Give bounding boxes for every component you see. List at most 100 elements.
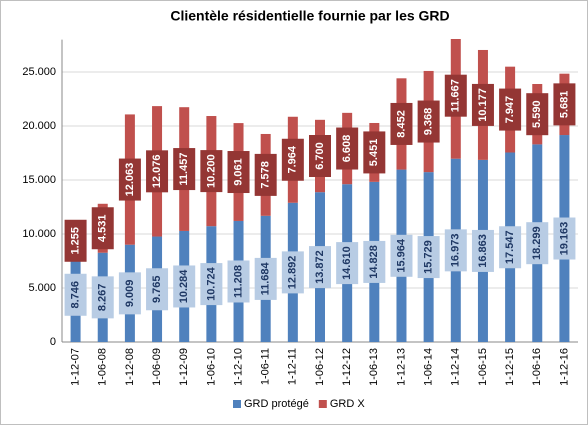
data-label-box [254, 257, 277, 300]
data-label: 19.163 [558, 222, 570, 256]
data-label-box [227, 151, 250, 194]
data-label-box [64, 273, 87, 316]
data-label-box [553, 83, 576, 126]
data-label: 11.667 [450, 79, 462, 112]
data-label-box [499, 226, 522, 269]
x-tick-label: 1-12-13 [395, 348, 407, 386]
data-label-box [336, 127, 359, 170]
data-label: 1.255 [69, 227, 81, 255]
data-label-box [173, 265, 196, 308]
data-label-box [118, 158, 141, 201]
data-label-box [146, 268, 169, 311]
x-tick-label: 1-12-16 [558, 348, 570, 386]
data-label: 12.063 [124, 163, 136, 197]
data-label-box [309, 135, 331, 178]
data-label-box [281, 251, 304, 294]
x-tick-label: 1-06-12 [314, 348, 326, 386]
data-label-box [363, 240, 386, 283]
data-label: 15.729 [423, 240, 435, 274]
x-tick-label: 1-06-10 [205, 348, 217, 386]
legend-swatch [233, 400, 241, 408]
x-tick-label: 1-06-16 [531, 348, 543, 386]
data-label: 16.973 [450, 234, 462, 268]
data-label-box [200, 150, 223, 193]
data-label: 9.009 [124, 280, 136, 308]
y-tick-label: 15.000 [22, 174, 56, 186]
data-label-box [309, 246, 331, 289]
data-labels: 8.746 8.267 9.009 9.765 10.284 10.724 11.208 11… [64, 74, 576, 319]
x-tick-label: 1-06-11 [260, 348, 272, 385]
x-tick-label: 1-12-12 [341, 348, 353, 386]
data-label: 10.724 [205, 266, 217, 301]
y-tick-label: 10.000 [22, 228, 56, 240]
x-tick-label: 1-12-11 [287, 348, 299, 385]
x-tick-label: 1-06-13 [368, 348, 380, 386]
data-label-box [417, 236, 440, 279]
data-label: 12.076 [151, 154, 163, 188]
data-label: 9.368 [423, 108, 435, 136]
data-label: 5.681 [558, 91, 570, 119]
legend-swatch [318, 400, 327, 408]
data-label: 10.200 [205, 154, 217, 188]
data-label-box [91, 276, 114, 319]
data-label: 9.765 [151, 276, 163, 304]
y-tick-label: 20.000 [22, 120, 56, 132]
data-label: 7.964 [287, 145, 299, 173]
data-label: 14.828 [368, 245, 380, 279]
data-label: 10.284 [178, 269, 190, 304]
x-tick-label: 1-06-09 [151, 348, 163, 386]
data-label: 11.457 [178, 153, 190, 186]
data-label: 7.947 [504, 96, 516, 124]
data-label-box [553, 217, 576, 260]
data-label-box [471, 83, 494, 126]
data-label-box [471, 229, 494, 272]
data-label: 8.267 [97, 284, 109, 312]
x-tick-label: 1-12-15 [504, 348, 516, 386]
legend-label: GRD X [330, 398, 366, 410]
data-label: 6.608 [341, 135, 353, 163]
data-label-box [118, 272, 141, 315]
y-tick-label: 25.000 [22, 66, 56, 78]
data-label-box [281, 138, 304, 181]
x-tick-label: 1-12-09 [178, 348, 190, 386]
data-label-box [417, 100, 440, 143]
data-label: 8.452 [395, 110, 407, 138]
x-tick-label: 1-12-14 [450, 348, 462, 386]
data-label: 11.684 [260, 262, 272, 296]
data-label: 9.061 [232, 158, 244, 186]
data-label-box [91, 207, 114, 250]
data-label: 11.208 [232, 265, 244, 298]
x-tick-label: 1-06-08 [97, 348, 109, 386]
data-label-box [363, 131, 386, 174]
data-label: 16.863 [477, 234, 489, 268]
data-label: 18.299 [531, 226, 543, 260]
y-tick-label: 5.000 [28, 282, 56, 294]
data-label-box [227, 260, 250, 303]
data-label-box [390, 102, 413, 145]
x-tick-label: 1-12-08 [124, 348, 136, 386]
data-label-box [146, 150, 169, 193]
data-label-box [444, 229, 467, 272]
data-label: 12.892 [287, 256, 299, 290]
legend-label: GRD protégé [244, 398, 309, 410]
data-label-box [526, 93, 549, 136]
data-label: 8.746 [69, 281, 81, 309]
data-label: 17.547 [504, 230, 516, 264]
data-label: 14.610 [341, 246, 353, 280]
x-tick-label: 1-12-10 [232, 348, 244, 386]
x-tick-label: 1-06-14 [423, 348, 435, 386]
data-label-box [444, 74, 467, 117]
data-label-box [336, 242, 359, 285]
data-label-box [200, 263, 223, 306]
data-label-box [173, 148, 196, 191]
y-tick-label: 0 [50, 336, 56, 348]
x-tick-label: 1-12-07 [69, 348, 81, 386]
data-label: 5.451 [368, 139, 380, 167]
data-label: 7.578 [260, 161, 272, 189]
x-tick-label: 1-06-15 [477, 348, 489, 386]
chart-title: Clientèle résidentielle fournie par les … [170, 8, 449, 24]
data-label: 10.177 [477, 88, 489, 122]
data-label-box [526, 222, 549, 265]
data-label-box [254, 153, 277, 196]
